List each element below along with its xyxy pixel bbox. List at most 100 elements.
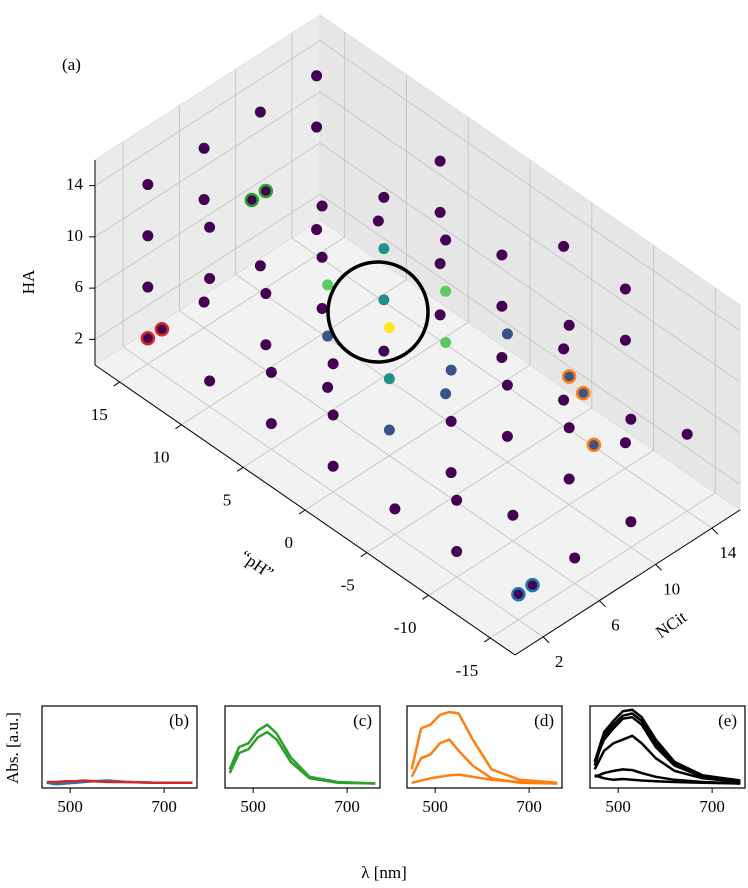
point bbox=[327, 358, 339, 370]
x-tick-label: 14 bbox=[719, 543, 737, 562]
point bbox=[140, 331, 156, 346]
point bbox=[204, 375, 216, 387]
y-tick-label: 15 bbox=[91, 405, 108, 424]
point bbox=[372, 215, 384, 227]
tick-mark bbox=[655, 564, 662, 571]
point bbox=[378, 243, 390, 255]
point bbox=[254, 260, 266, 272]
point bbox=[316, 302, 328, 314]
y-tick-label: -5 bbox=[341, 576, 355, 595]
grid-line bbox=[490, 287, 716, 639]
point bbox=[501, 379, 513, 391]
point bbox=[586, 437, 602, 453]
point bbox=[619, 334, 631, 346]
point bbox=[451, 494, 463, 506]
point bbox=[440, 285, 452, 297]
point bbox=[434, 155, 446, 167]
grid-line bbox=[235, 69, 656, 565]
point bbox=[244, 192, 260, 208]
point bbox=[142, 281, 154, 293]
point bbox=[434, 206, 446, 218]
z-axis-title: HA bbox=[19, 269, 38, 294]
point bbox=[496, 352, 508, 363]
point bbox=[440, 234, 452, 246]
point bbox=[558, 343, 570, 355]
line bbox=[411, 773, 558, 785]
tick-mark bbox=[236, 466, 244, 472]
point bbox=[204, 221, 216, 233]
point bbox=[142, 179, 154, 191]
plot-frame bbox=[41, 705, 198, 789]
z-tick-label: 10 bbox=[66, 226, 83, 245]
point bbox=[383, 373, 395, 385]
point bbox=[501, 328, 513, 340]
point bbox=[563, 319, 575, 331]
point bbox=[142, 230, 154, 242]
point bbox=[496, 249, 508, 261]
grid-line bbox=[119, 32, 346, 383]
x-tick-label: 500 bbox=[57, 797, 83, 816]
point bbox=[558, 240, 570, 252]
line bbox=[228, 723, 376, 785]
point bbox=[254, 106, 266, 118]
tick-mark bbox=[484, 637, 491, 643]
point bbox=[389, 503, 401, 515]
panel-label: (b) bbox=[169, 711, 189, 730]
z-tick-label: 14 bbox=[66, 175, 84, 194]
line bbox=[593, 715, 741, 783]
point bbox=[311, 224, 323, 236]
point bbox=[258, 183, 274, 199]
grid-line bbox=[181, 74, 407, 426]
point bbox=[625, 413, 637, 425]
x-tick-label: 6 bbox=[611, 616, 620, 635]
tick-mark bbox=[599, 600, 606, 607]
z-tick-label: 2 bbox=[75, 328, 84, 347]
point bbox=[434, 309, 446, 321]
point bbox=[322, 330, 334, 342]
tick-mark bbox=[360, 552, 368, 558]
y-axis-title: Abs. [a.u.] bbox=[3, 712, 22, 784]
point bbox=[445, 415, 457, 427]
x-tick-label: 700 bbox=[151, 797, 177, 816]
point bbox=[154, 321, 170, 337]
point bbox=[322, 279, 334, 291]
point bbox=[198, 194, 210, 206]
point bbox=[575, 385, 591, 401]
line bbox=[410, 710, 558, 785]
point bbox=[322, 381, 334, 393]
point bbox=[378, 294, 390, 306]
grid-line bbox=[366, 202, 593, 554]
panel-label: (a) bbox=[62, 55, 81, 74]
axis-line bbox=[94, 364, 516, 656]
grid-line bbox=[242, 117, 469, 468]
point bbox=[327, 409, 339, 421]
x-tick-label: 700 bbox=[516, 797, 542, 816]
x-axis-title: λ [nm] bbox=[361, 863, 407, 882]
point bbox=[316, 251, 328, 263]
point bbox=[378, 345, 390, 357]
x-axis-title: NCit bbox=[652, 607, 690, 642]
point bbox=[265, 418, 277, 430]
point bbox=[434, 258, 446, 270]
x-tick-label: 500 bbox=[422, 797, 448, 816]
line bbox=[228, 730, 376, 785]
y-axis-title: “pH” bbox=[237, 547, 277, 583]
point bbox=[558, 394, 570, 406]
grid-line bbox=[94, 193, 741, 485]
point bbox=[327, 460, 339, 472]
x-tick-label: 700 bbox=[699, 797, 725, 816]
y-tick-label: -10 bbox=[394, 618, 417, 637]
grid-line bbox=[94, 142, 741, 434]
panel-label: (c) bbox=[353, 711, 372, 730]
tick-mark bbox=[298, 509, 306, 515]
grid-line bbox=[304, 160, 531, 511]
grid-line bbox=[428, 245, 655, 596]
point bbox=[383, 424, 395, 436]
point bbox=[619, 283, 631, 295]
point bbox=[440, 337, 452, 348]
line bbox=[593, 708, 741, 782]
point bbox=[383, 322, 395, 333]
point bbox=[198, 142, 210, 154]
point bbox=[561, 369, 577, 384]
